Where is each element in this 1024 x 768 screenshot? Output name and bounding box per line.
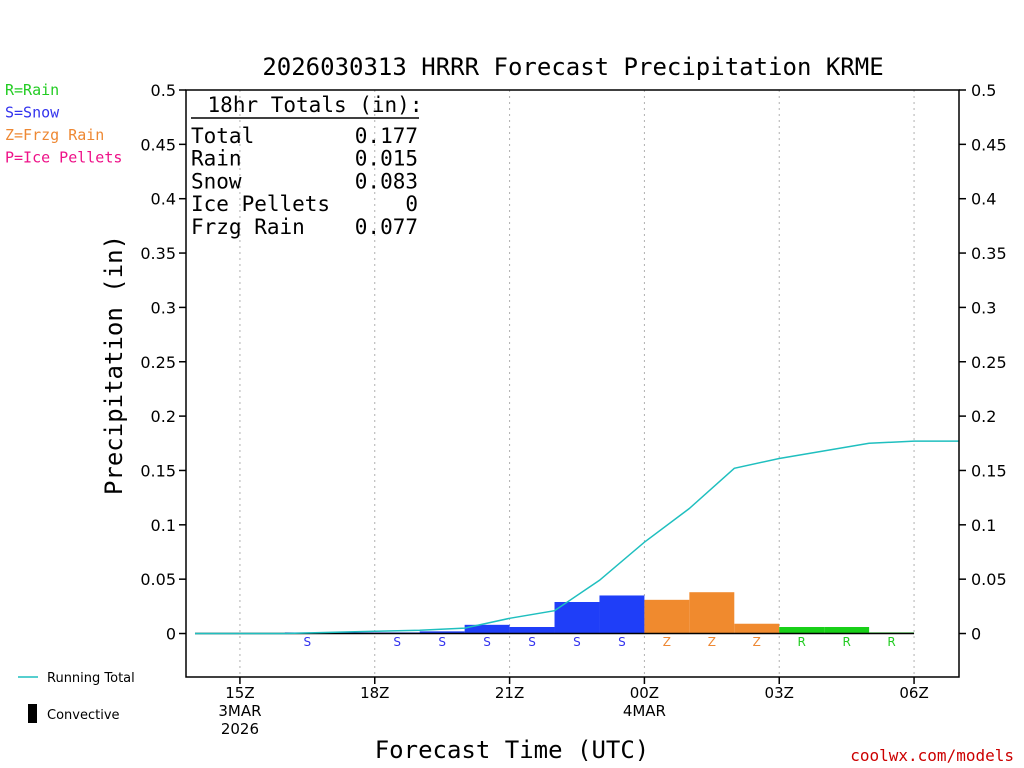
xtick-label: 00Z: [630, 684, 659, 702]
totals-row-label: Rain: [191, 147, 242, 171]
running-total-line: [195, 440, 959, 635]
precip-type-label: S: [393, 635, 401, 649]
plot-frame: [185, 89, 960, 678]
totals-box: 18hr Totals (in): Total 0.177 Rain 0.015 Snow…: [191, 93, 422, 239]
credit-text: coolwx.com/models: [850, 746, 1014, 765]
y-axis-ticks: 0 0 0.05 0.05 0.1 0.1 0.15 0.15 0.2 0.2 0.25 0.25 0.…: [140, 81, 1006, 644]
ytick-label-right: 0.4: [971, 190, 996, 209]
bar-hour-25: [644, 599, 690, 634]
vertical-gridlines: [239, 90, 915, 677]
xtick-label: 15Z: [225, 684, 254, 702]
precip-type-label: S: [573, 635, 581, 649]
ytick-label-right: 0.25: [971, 353, 1007, 372]
ytick-label-right: 0.5: [971, 81, 996, 100]
ytick-label-left: 0.2: [151, 407, 176, 426]
xtick-label: 4MAR: [623, 702, 666, 720]
totals-row-label: Ice Pellets: [191, 192, 330, 216]
convective-legend-swatch: [28, 704, 37, 723]
ytick-label-left: 0.35: [140, 244, 176, 263]
totals-row-value: 0: [405, 192, 418, 216]
precip-type-label: Z: [708, 635, 716, 649]
precip-type-label: S: [618, 635, 626, 649]
xtick-label: 03Z: [765, 684, 794, 702]
ytick-label-left: 0.5: [151, 81, 176, 100]
bar-hour-22: [509, 626, 555, 634]
precip-type-legend: R=Rain S=Snow Z=Frzg Rain P=Ice Pellets: [5, 81, 122, 167]
totals-header: 18hr Totals (in):: [208, 93, 423, 117]
precip-type-label: R: [798, 635, 806, 649]
legend-item-s: S=Snow: [5, 104, 60, 122]
totals-row-value: 0.177: [355, 124, 418, 148]
totals-row-label: Total: [191, 124, 254, 148]
bar-hour-23: [554, 601, 600, 634]
ytick-label-right: 0.2: [971, 407, 996, 426]
precip-type-label: R: [887, 635, 895, 649]
ytick-label-left: 0: [166, 625, 176, 644]
ytick-label-left: 0.05: [140, 570, 176, 589]
totals-row-value: 0.083: [355, 169, 418, 193]
precip-type-label: Z: [663, 635, 671, 649]
xtick-label: 3MAR: [218, 702, 261, 720]
bar-hour-20: [419, 631, 465, 634]
precip-type-label: Z: [753, 635, 761, 649]
y-axis-title: Precipitation (in): [100, 235, 128, 495]
xtick-label: 06Z: [899, 684, 928, 702]
chart-title: 2026030313 HRRR Forecast Precipitation K…: [262, 53, 883, 81]
ytick-label-right: 0.15: [971, 461, 1007, 480]
precip-bars: [284, 592, 915, 634]
bar-hour-27: [734, 623, 780, 634]
running-total-legend-label: Running Total: [47, 671, 135, 686]
ytick-label-left: 0.4: [151, 190, 176, 209]
legend-item-p: P=Ice Pellets: [5, 149, 122, 167]
xtick-label: 18Z: [360, 684, 389, 702]
xtick-label: 21Z: [495, 684, 524, 702]
ytick-label-right: 0.05: [971, 570, 1007, 589]
xtick-label: 2026: [221, 720, 259, 738]
precip-type-label: S: [528, 635, 536, 649]
ytick-label-right: 0.35: [971, 244, 1007, 263]
ytick-label-right: 0.3: [971, 298, 996, 317]
legend-item-r: R=Rain: [5, 81, 59, 99]
bar-hour-24: [599, 595, 645, 634]
ytick-label-left: 0.45: [140, 135, 176, 154]
totals-row-value: 0.077: [355, 215, 418, 239]
ytick-label-right: 0.1: [971, 516, 996, 535]
bar-hour-28: [779, 626, 825, 634]
precip-type-label: S: [438, 635, 446, 649]
ytick-label-left: 0.15: [140, 461, 176, 480]
convective-legend-label: Convective: [47, 708, 120, 723]
totals-row-value: 0.015: [355, 147, 418, 171]
totals-row-label: Snow: [191, 169, 242, 193]
ytick-label-right: 0: [971, 625, 981, 644]
ytick-label-left: 0.25: [140, 353, 176, 372]
ytick-label-left: 0.3: [151, 298, 176, 317]
precip-type-label: R: [842, 635, 850, 649]
legend-item-z: Z=Frzg Rain: [5, 126, 104, 144]
bar-hour-21: [464, 624, 510, 634]
x-axis-title: Forecast Time (UTC): [375, 736, 650, 764]
bar-hour-29: [824, 626, 870, 634]
bar-hour-26: [689, 592, 735, 634]
precip-type-label: S: [304, 635, 312, 649]
precip-type-label: S: [483, 635, 491, 649]
ytick-label-right: 0.45: [971, 135, 1007, 154]
totals-row-label: Frzg Rain: [191, 215, 305, 239]
ytick-label-left: 0.1: [151, 516, 176, 535]
